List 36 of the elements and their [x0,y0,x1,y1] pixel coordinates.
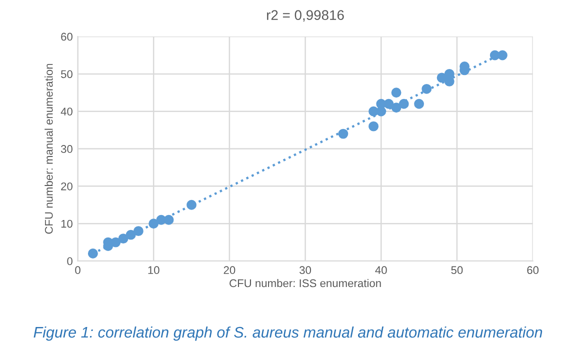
y-axis-title: CFU number: manual enumeration [44,64,53,234]
caption: Figure 1: correlation graph of S. aureus manual and automatic enumeration [34,326,542,341]
x-tick-label: 40 [375,266,387,274]
x-tick-label: 0 [75,266,80,274]
point [422,84,432,94]
point [126,230,136,240]
point [497,50,508,60]
point [110,237,121,248]
y-tick-label: 30 [60,145,72,153]
point [148,218,159,229]
x-tick-label: 60 [527,266,539,274]
point [384,98,394,109]
chart-title: r2 = 0,99816 [267,10,344,22]
y-tick-label: 0 [67,257,72,266]
point [186,200,196,210]
y-tick-label: 40 [60,108,72,116]
point [398,98,409,109]
point [444,68,454,79]
point [338,128,348,139]
x-axis-title: CFU number: ISS enumeration [230,278,381,288]
point [391,102,402,113]
x-tick-label: 30 [300,266,312,274]
point [368,121,379,132]
point [391,88,402,98]
y-tick-label: 10 [61,220,72,228]
point [414,98,424,109]
point [133,226,144,236]
point [164,214,174,225]
point [88,248,98,258]
x-tick-label: 20 [224,266,236,274]
y-tick-label: 60 [61,32,72,41]
x-tick-label: 10 [148,266,160,274]
point [118,234,128,244]
y-tick-label: 50 [60,70,72,78]
y-tick-label: 20 [61,182,72,190]
x-tick-label: 50 [451,266,463,274]
